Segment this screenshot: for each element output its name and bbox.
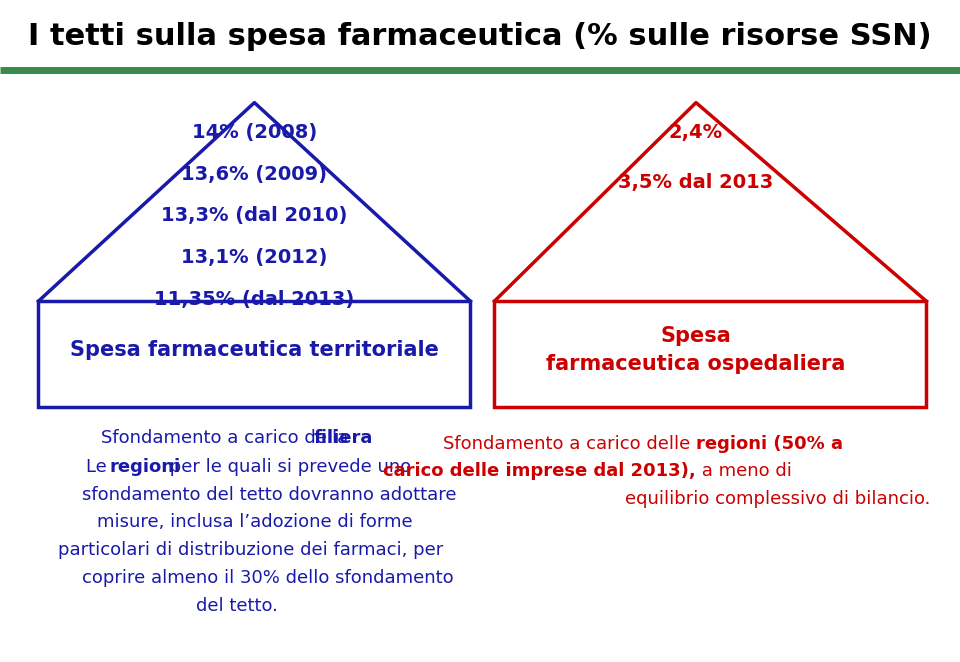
Text: equilibrio complessivo di bilancio.: equilibrio complessivo di bilancio. — [625, 490, 930, 508]
Text: del tetto.: del tetto. — [196, 596, 277, 615]
Text: coprire almeno il 30% dello sfondamento: coprire almeno il 30% dello sfondamento — [82, 569, 453, 587]
Text: carico delle imprese dal 2013),: carico delle imprese dal 2013), — [383, 462, 696, 481]
Text: 13,6% (2009): 13,6% (2009) — [181, 165, 327, 183]
Text: 13,1% (2012): 13,1% (2012) — [181, 248, 327, 267]
Text: Le: Le — [85, 457, 112, 476]
Text: Spesa: Spesa — [660, 326, 732, 346]
Text: 11,35% (dal 2013): 11,35% (dal 2013) — [155, 290, 354, 308]
Text: Sfondamento a carico delle: Sfondamento a carico delle — [443, 434, 696, 453]
Text: filiera: filiera — [314, 429, 373, 448]
Text: 14% (2008): 14% (2008) — [192, 123, 317, 142]
Text: I tetti sulla spesa farmaceutica (% sulle risorse SSN): I tetti sulla spesa farmaceutica (% sull… — [28, 22, 932, 51]
Text: Spesa farmaceutica territoriale: Spesa farmaceutica territoriale — [70, 340, 439, 359]
Text: Sfondamento a carico della: Sfondamento a carico della — [102, 429, 354, 448]
Text: particolari di distribuzione dei farmaci, per: particolari di distribuzione dei farmaci… — [58, 541, 444, 559]
Text: regioni: regioni — [109, 457, 180, 476]
Text: regioni (50% a: regioni (50% a — [696, 434, 843, 453]
Bar — [494, 301, 926, 407]
Text: sfondamento del tetto dovranno adottare: sfondamento del tetto dovranno adottare — [82, 485, 456, 504]
Text: 3,5% dal 2013: 3,5% dal 2013 — [618, 173, 774, 191]
Text: a meno di: a meno di — [696, 462, 792, 481]
Text: 13,3% (dal 2010): 13,3% (dal 2010) — [161, 207, 348, 225]
Bar — [38, 301, 470, 407]
Text: farmaceutica ospedaliera: farmaceutica ospedaliera — [546, 354, 846, 374]
Text: 2,4%: 2,4% — [669, 123, 723, 142]
Text: misure, inclusa l’adozione di forme: misure, inclusa l’adozione di forme — [97, 513, 413, 532]
Text: per le quali si prevede uno: per le quali si prevede uno — [164, 457, 412, 476]
